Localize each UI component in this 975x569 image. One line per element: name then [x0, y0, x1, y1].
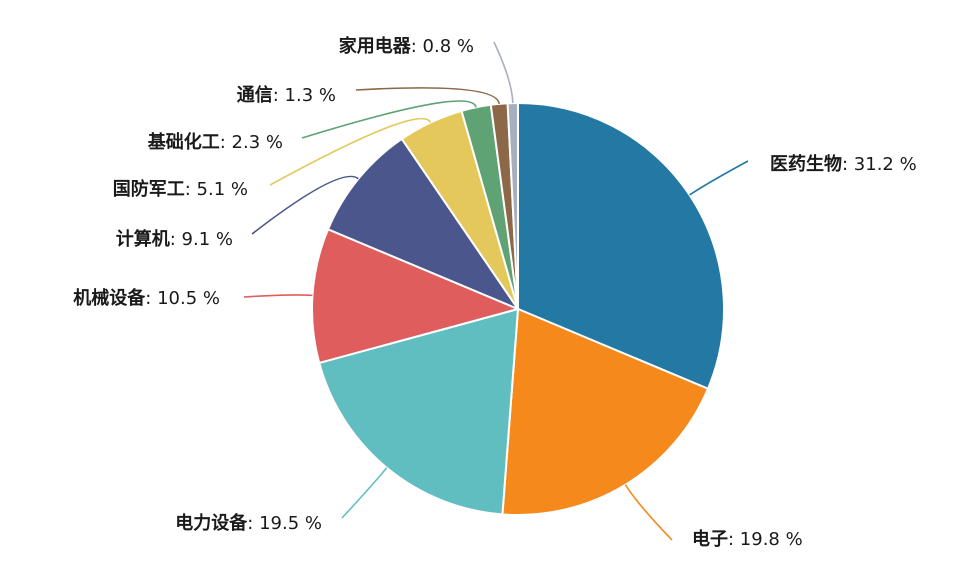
label-separator: : — [273, 85, 285, 106]
slice-label-8: 通信: 1.3 % — [237, 84, 336, 106]
slice-value-label: 19.5 % — [259, 513, 322, 534]
slice-value-label: 31.2 % — [854, 154, 917, 175]
slice-category-label: 通信 — [237, 84, 273, 106]
slice-category-label: 计算机 — [116, 228, 170, 250]
slice-label-7: 基础化工: 2.3 % — [147, 131, 283, 153]
leader-line-4 — [243, 294, 313, 298]
leader-line-8 — [355, 87, 500, 105]
slice-category-label: 基础化工 — [147, 131, 220, 153]
slice-label-6: 国防军工: 5.1 % — [113, 178, 248, 200]
slice-category-label: 电力设备 — [175, 512, 248, 534]
label-separator: : — [185, 179, 197, 200]
leader-line-5 — [251, 175, 359, 235]
slice-category-label: 国防军工 — [113, 178, 185, 200]
slice-label-2: 电子: 19.8 % — [692, 528, 803, 550]
label-separator: : — [842, 154, 854, 175]
label-separator: : — [728, 529, 740, 550]
label-separator: : — [220, 132, 232, 153]
slice-value-label: 19.8 % — [740, 529, 803, 550]
leader-line-7 — [301, 100, 477, 139]
slice-category-label: 机械设备 — [73, 287, 146, 309]
slice-label-1: 医药生物: 31.2 % — [770, 153, 917, 175]
pie-slices — [311, 101, 725, 516]
slice-category-label: 家用电器 — [339, 35, 412, 57]
label-separator: : — [170, 229, 182, 250]
slice-category-label: 医药生物 — [770, 153, 842, 175]
slice-category-label: 电子 — [692, 528, 728, 550]
leader-line-1 — [689, 160, 749, 196]
slice-label-3: 电力设备: 19.5 % — [175, 512, 322, 534]
leader-line-2 — [624, 484, 673, 541]
slice-value-label: 5.1 % — [197, 179, 248, 200]
slice-label-9: 家用电器: 0.8 % — [339, 35, 474, 57]
slice-value-label: 2.3 % — [232, 132, 283, 153]
slice-value-label: 10.5 % — [157, 288, 220, 309]
label-separator: : — [411, 36, 423, 57]
pie-slice-1 — [517, 101, 725, 391]
slice-label-4: 机械设备: 10.5 % — [73, 287, 220, 309]
slice-labels: 医药生物: 31.2 % 电子: 19.8 % 电力设备: 19.5 % 机械设备: … — [73, 35, 916, 550]
leader-line-3 — [341, 467, 388, 519]
slice-label-5: 计算机: 9.1 % — [116, 228, 233, 250]
pie-slice-2 — [501, 307, 710, 516]
slice-value-label: 0.8 % — [423, 36, 474, 57]
label-separator: : — [145, 288, 157, 309]
leader-line-6 — [269, 117, 432, 186]
slice-value-label: 9.1 % — [182, 229, 233, 250]
leader-lines — [243, 41, 749, 541]
label-separator: : — [247, 513, 259, 534]
leader-line-9 — [493, 41, 514, 104]
slice-value-label: 1.3 % — [285, 85, 336, 106]
